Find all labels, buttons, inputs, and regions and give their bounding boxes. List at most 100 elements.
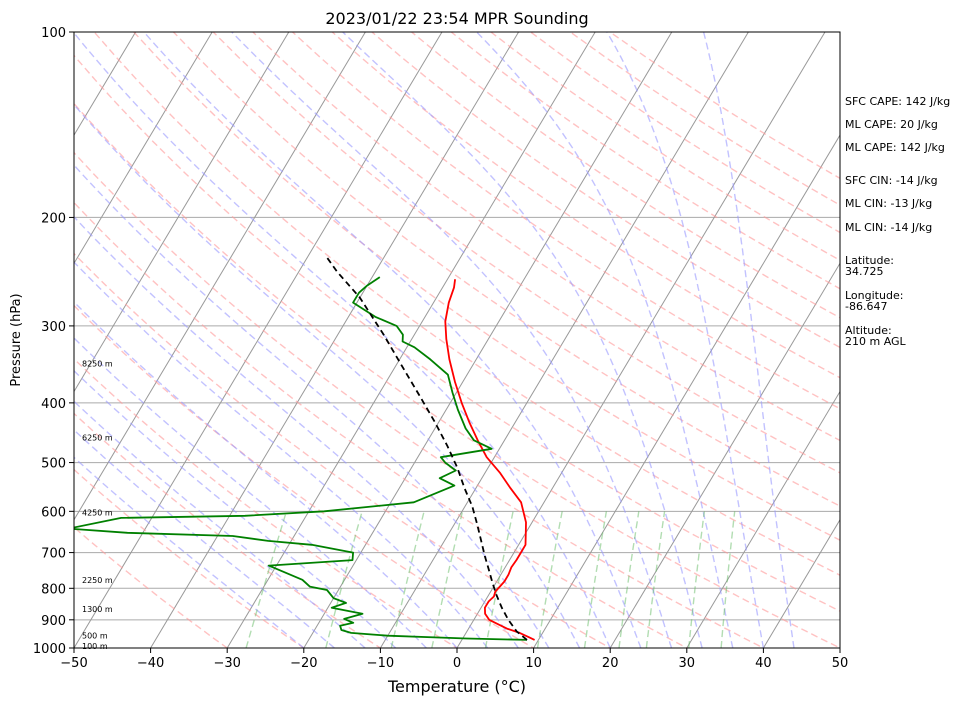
isotherm-line: [74, 32, 213, 265]
y-tick-label: 800: [41, 582, 66, 597]
dry-adiabat-line: [74, 252, 612, 648]
moist-adiabat-line: [74, 32, 611, 648]
chart-title: 2023/01/22 23:54 MPR Sounding: [325, 9, 588, 28]
y-axis-ticks: 100 200 300 400 500 600 700 800 900 1000: [33, 26, 74, 657]
dry-adiabat-line: [74, 54, 840, 612]
x-tick-label: 30: [679, 656, 696, 671]
dry-adiabat-line: [292, 32, 840, 410]
x-tick-label: −40: [137, 656, 164, 671]
y-tick-label: 600: [41, 505, 66, 520]
y-tick-label: 400: [41, 397, 66, 412]
x-tick-label: −30: [213, 656, 240, 671]
mixing-ratio-line: [390, 511, 425, 648]
x-tick-label: 40: [755, 656, 772, 671]
sfc-cin-stat: SFC CIN: -14 J/kg: [845, 174, 938, 187]
latitude-stat: Latitude: 34.725: [845, 254, 894, 278]
mixing-ratio-line: [583, 511, 608, 648]
longitude-stat: Longitude: -86.647: [845, 289, 904, 313]
background-lines: [74, 32, 840, 648]
height-label: 8250 m: [82, 359, 113, 368]
moist-adiabat-line: [74, 164, 550, 648]
isotherm-line: [533, 134, 840, 648]
dry-adiabat-line: [411, 32, 840, 319]
moist-adiabat-line: [74, 429, 335, 648]
moist-adiabat-line: [74, 103, 581, 648]
dry-adiabat-line: [252, 32, 840, 442]
y-axis-label: Pressure (hPa): [9, 293, 24, 386]
isotherm-line: [150, 32, 520, 648]
height-label: 6250 m: [82, 433, 113, 442]
dry-adiabat-line: [74, 412, 382, 648]
isotherm-line: [74, 32, 366, 521]
height-label: 500 m: [82, 632, 108, 641]
mixing-ratio-line: [325, 511, 363, 648]
x-tick-label: −50: [60, 656, 87, 671]
sounding-profiles: [74, 256, 535, 641]
x-tick-label: 0: [453, 656, 461, 671]
moist-adiabat-line: [342, 32, 703, 648]
isotherm-line: [226, 32, 596, 648]
moist-adiabat-line: [74, 301, 458, 648]
x-tick-label: 10: [525, 656, 542, 671]
y-tick-label: 500: [41, 457, 66, 472]
ml-cin-stat-2: ML CIN: -14 J/kg: [845, 221, 933, 234]
dewpoint-profile: [74, 276, 528, 641]
moist-adiabat-line: [143, 32, 642, 648]
ml-cape-stat-1: ML CAPE: 20 J/kg: [845, 118, 938, 131]
isotherm-line: [609, 262, 840, 648]
moist-adiabat-line: [74, 337, 427, 648]
dry-adiabat-line: [74, 201, 689, 648]
dry-adiabat-line: [74, 102, 840, 648]
mixing-ratio-line: [431, 511, 464, 648]
y-tick-label: 900: [41, 614, 66, 629]
mixing-ratio-line: [536, 511, 563, 648]
ml-cape-stat-2: ML CAPE: 142 J/kg: [845, 141, 945, 154]
isotherm-line: [303, 32, 673, 648]
height-label: 4250 m: [82, 509, 113, 518]
isotherm-line: [686, 390, 840, 648]
height-label: 100 m: [82, 642, 108, 651]
dry-adiabat-line: [172, 32, 840, 507]
mixing-ratio-line: [720, 511, 736, 648]
y-tick-label: 1000: [33, 642, 66, 657]
moist-adiabat-line: [74, 261, 489, 648]
height-label: 1300 m: [82, 605, 113, 614]
isotherm-line: [74, 32, 443, 648]
mixing-ratio-line: [688, 511, 706, 648]
moist-adiabat-line: [74, 215, 519, 648]
x-tick-label: −20: [290, 656, 317, 671]
moist-adiabat-line: [74, 456, 305, 648]
dry-adiabat-line: [331, 32, 840, 379]
temperature-profile: [444, 279, 535, 641]
y-tick-label: 700: [41, 547, 66, 562]
dry-adiabat-line: [93, 32, 840, 576]
dry-adiabat-line: [133, 32, 840, 542]
x-tick-label: 20: [602, 656, 619, 671]
isotherm-line: [74, 32, 290, 393]
moist-adiabat-line: [74, 400, 366, 648]
y-tick-label: 100: [41, 26, 66, 41]
mixing-ratio-line: [618, 511, 640, 648]
y-tick-label: 200: [41, 211, 66, 226]
y-tick-label: 300: [41, 320, 66, 335]
ml-cin-stat-1: ML CIN: -13 J/kg: [845, 197, 933, 210]
x-axis-label: Temperature (°C): [387, 677, 526, 696]
moist-adiabat-line: [231, 32, 673, 648]
dry-adiabat-line: [74, 468, 306, 648]
height-label: 2250 m: [82, 576, 113, 585]
moist-adiabat-line: [702, 32, 795, 648]
x-tick-label: 50: [832, 656, 849, 671]
dry-adiabat-line: [371, 32, 840, 349]
altitude-stat: Altitude: 210 m AGL: [845, 324, 906, 348]
mixing-ratio-line: [645, 511, 666, 648]
isotherm-line: [456, 32, 826, 648]
dry-adiabat-line: [74, 304, 535, 648]
mixing-ratio-line: [245, 511, 288, 648]
x-tick-label: −10: [367, 656, 394, 671]
sfc-cape-stat: SFC CAPE: 142 J/kg: [845, 95, 951, 108]
moist-adiabat-line: [74, 369, 397, 648]
isotherm-line: [379, 32, 749, 648]
dry-adiabat-line: [74, 358, 459, 648]
